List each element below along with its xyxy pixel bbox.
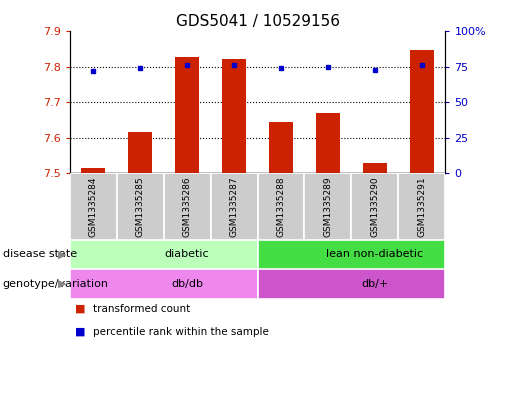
Bar	[70, 269, 258, 299]
Text: ■: ■	[75, 327, 85, 337]
Text: GSM1335288: GSM1335288	[277, 176, 285, 237]
Bar	[164, 173, 211, 240]
Bar	[128, 132, 152, 173]
Bar	[399, 173, 445, 240]
Text: GSM1335290: GSM1335290	[370, 176, 380, 237]
Text: GSM1335286: GSM1335286	[182, 176, 192, 237]
Text: GSM1335287: GSM1335287	[230, 176, 238, 237]
Text: transformed count: transformed count	[93, 303, 190, 314]
Bar	[116, 173, 164, 240]
Text: genotype/variation: genotype/variation	[3, 279, 109, 289]
Text: diabetic: diabetic	[165, 250, 209, 259]
Title: GDS5041 / 10529156: GDS5041 / 10529156	[176, 14, 339, 29]
Text: GSM1335289: GSM1335289	[323, 176, 333, 237]
Bar	[258, 269, 445, 299]
Bar	[211, 173, 258, 240]
Bar	[70, 240, 258, 269]
Bar	[410, 50, 434, 173]
Text: GSM1335284: GSM1335284	[89, 176, 97, 237]
Text: db/+: db/+	[362, 279, 389, 289]
Bar	[269, 122, 293, 173]
Text: disease state: disease state	[3, 250, 77, 259]
Bar	[81, 168, 105, 173]
Bar	[363, 163, 387, 173]
Bar	[316, 114, 340, 173]
Bar	[352, 173, 399, 240]
Text: ▶: ▶	[58, 279, 66, 289]
Text: ▶: ▶	[58, 250, 66, 259]
Bar	[258, 173, 304, 240]
Bar	[222, 59, 246, 173]
Bar	[304, 173, 352, 240]
Text: GSM1335291: GSM1335291	[418, 176, 426, 237]
Text: db/db: db/db	[171, 279, 203, 289]
Bar	[175, 57, 199, 173]
Bar	[70, 173, 116, 240]
Text: ■: ■	[75, 303, 85, 314]
Text: GSM1335285: GSM1335285	[135, 176, 145, 237]
Bar	[258, 240, 445, 269]
Text: lean non-diabetic: lean non-diabetic	[327, 250, 423, 259]
Text: percentile rank within the sample: percentile rank within the sample	[93, 327, 269, 337]
